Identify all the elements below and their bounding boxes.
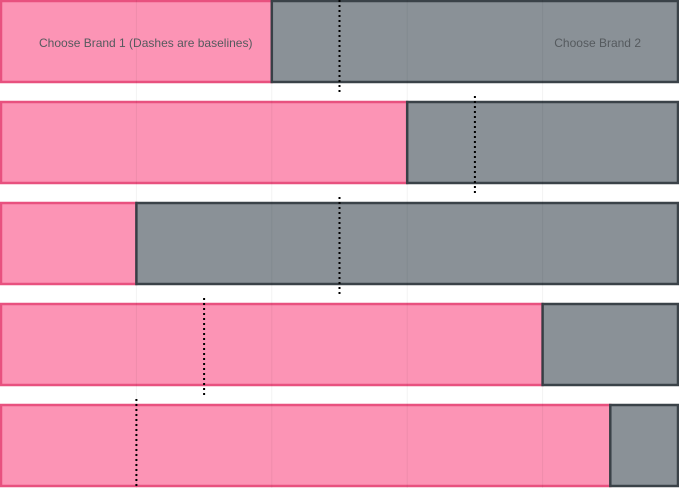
legend-label-brand-2: Choose Brand 2 (554, 36, 641, 50)
bar-brand-1-row-3 (0, 201, 138, 286)
bar-brand-2-row-4 (541, 302, 679, 387)
baselines-layer (135, 0, 476, 488)
bar-brand-2-row-2 (405, 100, 679, 185)
bar-brand-1-row-5 (0, 403, 612, 488)
bar-brand-2-row-3 (135, 201, 679, 286)
bar-brand-1-row-2 (0, 100, 409, 185)
legend-label-brand-1: Choose Brand 1 (Dashes are baselines) (39, 36, 252, 50)
bar-brand-1-row-1 (0, 0, 274, 84)
bar-brand-1-row-4 (0, 302, 544, 387)
bar-brand-2-row-5 (609, 403, 679, 488)
grid-layer (135, 0, 544, 488)
